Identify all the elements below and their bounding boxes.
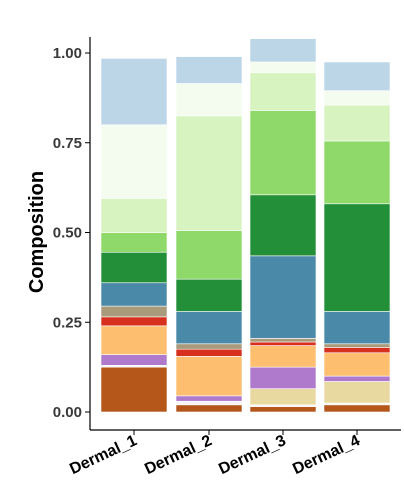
bar-segment-dermal_2-4 (175, 395, 243, 402)
bar-segment-dermal_4-7 (323, 343, 391, 348)
bar-segment-dermal_4-8 (323, 311, 391, 345)
bar-segment-dermal_1-7 (100, 305, 168, 318)
bar-segment-dermal_2-9 (175, 278, 243, 312)
bar-segment-dermal_4-12 (323, 90, 391, 106)
bar-segment-dermal_4-11 (323, 104, 391, 142)
bar-segment-dermal_2-1 (175, 404, 243, 413)
x-tick-label-dermal_4: Dermal_4 (290, 432, 363, 478)
bar-segment-dermal_2-11 (175, 115, 243, 232)
bar-segment-dermal_4-5 (323, 352, 391, 377)
bar-segment-dermal_1-9 (100, 251, 168, 284)
bar-segment-dermal_4-1 (323, 404, 391, 413)
y-axis-ticks: 0.00 0.25 0.50 0.75 1.00 (53, 45, 90, 421)
y-tick-label-0: 0.00 (53, 404, 82, 421)
bar-segment-dermal_4-6 (323, 347, 391, 354)
bar-segment-dermal_1-11 (100, 198, 168, 233)
bar-segment-dermal_4-9 (323, 203, 391, 312)
x-tick-label-dermal_1: Dermal_1 (67, 432, 140, 478)
y-tick-label-2: 0.50 (53, 225, 82, 242)
y-tick-label-3: 0.75 (53, 135, 82, 152)
x-tick-label-dermal_3: Dermal_3 (216, 432, 289, 478)
bar-segment-dermal_4-4 (323, 375, 391, 382)
bar-segment-dermal_2-10 (175, 230, 243, 280)
bar-segment-dermal_2-13 (175, 56, 243, 84)
x-axis-ticks: Dermal_1 Dermal_2 Dermal_3 Dermal_4 (67, 430, 363, 478)
bar-segment-dermal_2-5 (175, 356, 243, 397)
bar-segment-dermal_1-8 (100, 282, 168, 307)
bar-segment-dermal_3-9 (249, 194, 317, 257)
bar-segment-dermal_3-3 (249, 388, 317, 406)
bar-segment-dermal_3-10 (249, 110, 317, 196)
bar-segment-dermal_3-12 (249, 61, 317, 74)
bar-segment-dermal_2-2 (175, 400, 243, 406)
bar-segment-dermal_4-10 (323, 140, 391, 205)
bar-segment-dermal_1-13 (100, 58, 168, 126)
y-tick-label-4: 1.00 (53, 45, 82, 62)
bar-segment-dermal_1-4 (100, 354, 168, 366)
bar-segment-dermal_1-5 (100, 325, 168, 355)
bars-group (100, 38, 391, 413)
bar-segment-dermal_1-1 (100, 366, 168, 413)
bar-segment-dermal_2-12 (175, 83, 243, 117)
bar-segment-dermal_3-8 (249, 255, 317, 339)
x-tick-label-dermal_2: Dermal_2 (142, 432, 215, 478)
bar-segment-dermal_1-6 (100, 316, 168, 327)
bar-segment-dermal_2-7 (175, 343, 243, 350)
bar-segment-dermal_2-8 (175, 311, 243, 345)
bar-segment-dermal_3-4 (249, 366, 317, 389)
bar-segment-dermal_2-6 (175, 348, 243, 357)
bar-segment-dermal_3-6 (249, 341, 317, 346)
bar-segment-dermal_3-11 (249, 72, 317, 111)
bar-segment-dermal_3-1 (249, 406, 317, 413)
bar-segment-dermal_1-10 (100, 232, 168, 253)
bar-segment-dermal_1-12 (100, 124, 168, 199)
bar-segment-dermal_3-5 (249, 345, 317, 368)
bar-segment-dermal_4-13 (323, 61, 391, 91)
bar-segment-dermal_3-7 (249, 338, 317, 343)
bar-segment-dermal_4-3 (323, 381, 391, 404)
bar-segment-dermal_3-13 (249, 38, 317, 63)
y-tick-label-1: 0.25 (53, 314, 82, 331)
y-axis-title: Composition (26, 171, 48, 293)
